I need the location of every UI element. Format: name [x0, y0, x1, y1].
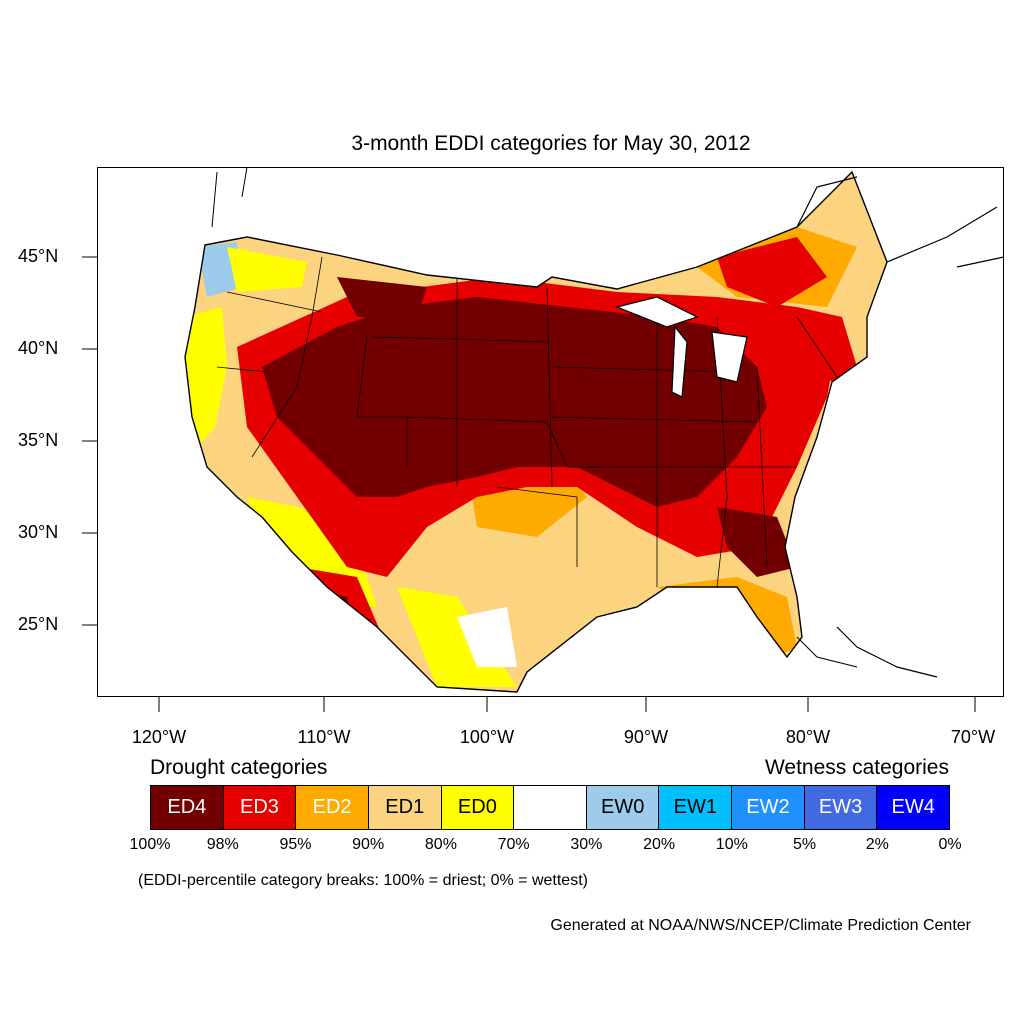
legend-swatch-ew1: EW1	[659, 786, 733, 829]
great-lakes	[615, 296, 699, 328]
legend-colorbar: ED4 ED3 ED2 ED1 ED0 EW0 EW1 EW2 EW3 EW4	[150, 785, 950, 830]
category-note: (EDDI-percentile category breaks: 100% =…	[138, 872, 588, 889]
legend-break-label: 100%	[129, 836, 171, 853]
map-border	[97, 167, 1004, 697]
lon-label-90: 90°W	[623, 727, 669, 747]
lat-label-40: 40°N	[18, 338, 59, 358]
lon-label-100: 100°W	[459, 727, 515, 747]
credit-line: Generated at NOAA/NWS/NCEP/Climate Predi…	[550, 917, 971, 934]
legend-break-label: 20%	[643, 836, 676, 853]
legend-swatch-ew2: EW2	[732, 786, 805, 829]
legend-swatch-ed0: ED0	[441, 786, 515, 829]
lon-label-80: 80°W	[785, 727, 831, 747]
lat-label-30: 30°N	[18, 522, 59, 542]
lon-label-70: 70°W	[950, 727, 996, 747]
legend-break-label: 10%	[715, 836, 748, 853]
legend-swatch-ed2: ED2	[296, 786, 369, 829]
lat-label-45: 45°N	[18, 246, 59, 266]
lon-label-120: 120°W	[131, 727, 187, 747]
legend-swatch-ed3: ED3	[223, 786, 297, 829]
legend-break-label: 30%	[570, 836, 603, 853]
wetness-heading: Wetness categories	[764, 756, 949, 779]
coastline	[184, 170, 888, 693]
drought-heading: Drought categories	[150, 756, 328, 779]
legend-break-label: 98%	[206, 836, 239, 853]
legend-swatch-neutral	[514, 786, 587, 829]
eddi-map	[97, 167, 1004, 697]
legend-break-label: 95%	[279, 836, 312, 853]
map-canvas	[97, 167, 1004, 697]
legend-break-label: 0%	[938, 836, 962, 853]
lat-label-35: 35°N	[18, 430, 59, 450]
legend-break-label: 2%	[865, 836, 889, 853]
legend-swatch-ew0: EW0	[586, 786, 660, 829]
lat-label-25: 25°N	[18, 614, 59, 634]
legend-break-label: 80%	[424, 836, 457, 853]
legend-break-label: 70%	[497, 836, 530, 853]
map-title: 3-month EDDI categories for May 30, 2012	[351, 132, 751, 155]
legend-swatch-ew4: EW4	[877, 786, 950, 829]
legend-break-label: 5%	[792, 836, 817, 853]
legend-break-label: 90%	[352, 836, 385, 853]
lon-label-110: 110°W	[297, 727, 351, 747]
legend-swatch-ed4: ED4	[151, 786, 224, 829]
legend-swatch-ew3: EW3	[804, 786, 878, 829]
legend-swatch-ed1: ED1	[368, 786, 442, 829]
